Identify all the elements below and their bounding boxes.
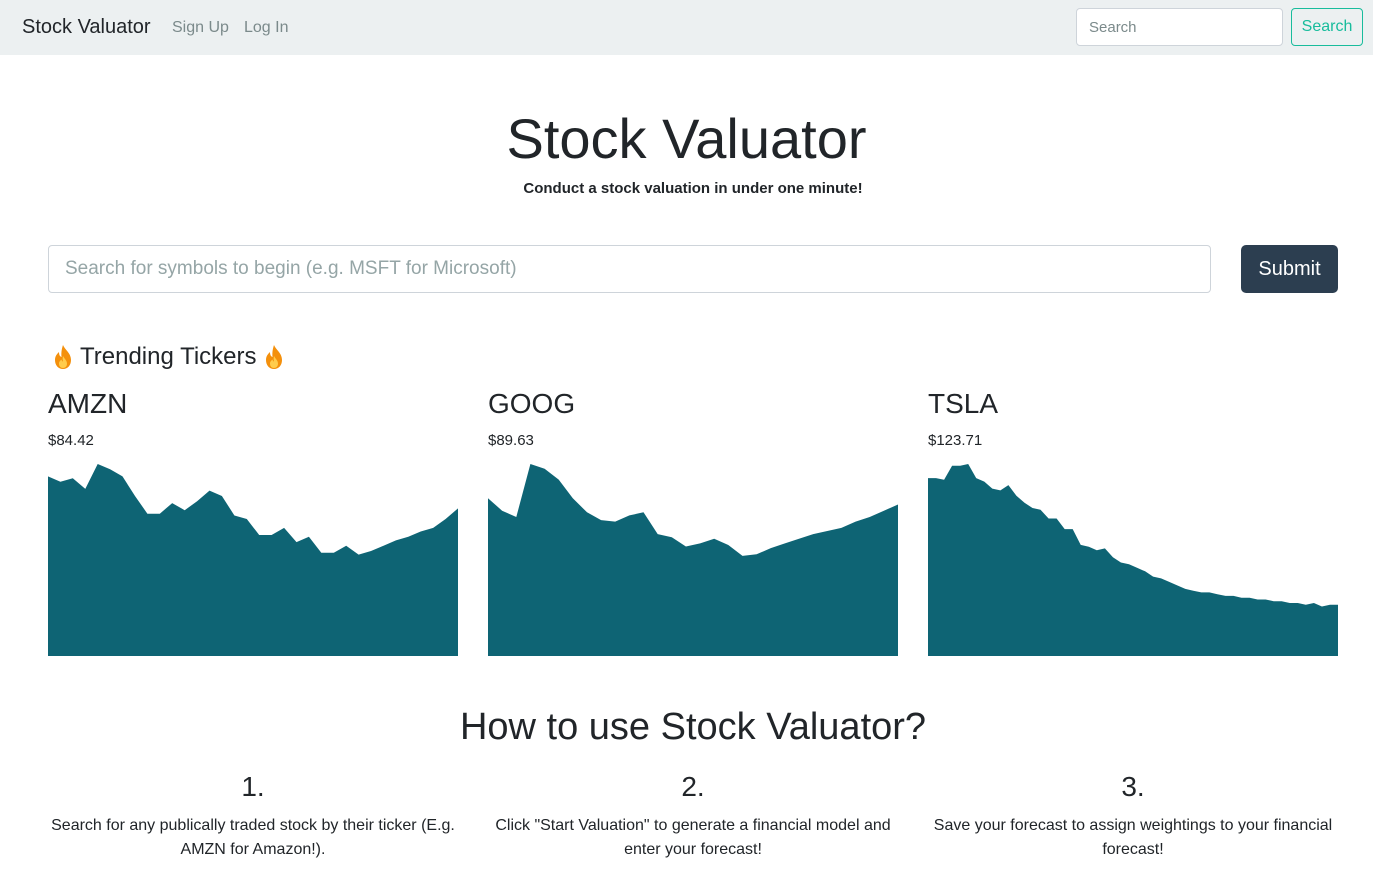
hero-subtitle: Conduct a stock valuation in under one m… <box>523 180 863 197</box>
ticker-card-amzn[interactable]: AMZN $84.42 <box>48 388 458 658</box>
fire-icon <box>265 345 282 369</box>
ticker-card-goog[interactable]: GOOG $89.63 <box>488 388 898 658</box>
symbol-search-input[interactable] <box>48 245 1211 293</box>
nav-search-input[interactable] <box>1076 8 1283 46</box>
chart-area-tsla <box>928 464 1338 656</box>
ticker-chart-goog <box>488 464 898 656</box>
chart-area-goog <box>488 464 898 656</box>
nav-link-log-in[interactable]: Log In <box>244 19 289 36</box>
chart-area-amzn <box>48 464 458 656</box>
ticker-symbol: TSLA <box>928 388 999 419</box>
ticker-chart-tsla <box>928 464 1338 656</box>
trending-heading: Trending Tickers <box>52 342 285 372</box>
ticker-symbol: AMZN <box>48 388 128 419</box>
step-1: 1. Search for any publically traded stoc… <box>48 770 458 862</box>
ticker-price: $84.42 <box>48 432 94 449</box>
ticker-card-tsla[interactable]: TSLA $123.71 <box>928 388 1338 658</box>
ticker-price: $89.63 <box>488 432 534 449</box>
step-text: Click "Start Valuation" to generate a fi… <box>495 817 891 858</box>
hero-title: Stock Valuator <box>506 107 867 170</box>
brand-link[interactable]: Stock Valuator <box>22 16 151 38</box>
ticker-symbol: GOOG <box>488 388 576 419</box>
trending-title: Trending Tickers <box>80 343 257 370</box>
step-number: 2. <box>681 771 705 802</box>
nav-link-sign-up[interactable]: Sign Up <box>172 19 229 36</box>
fire-icon <box>55 345 71 369</box>
step-3: 3. Save your forecast to assign weightin… <box>928 770 1338 862</box>
step-number: 3. <box>1121 771 1145 802</box>
nav-search-button[interactable]: Search <box>1291 8 1363 46</box>
submit-button[interactable]: Submit <box>1241 245 1338 293</box>
navbar: Stock Valuator Sign Up Log In Search <box>0 0 1373 55</box>
ticker-chart-amzn <box>48 464 458 656</box>
step-text: Search for any publically traded stock b… <box>51 817 455 858</box>
step-number: 1. <box>241 771 265 802</box>
step-text: Save your forecast to assign weightings … <box>933 817 1333 858</box>
how-to-title: How to use Stock Valuator? <box>459 706 927 748</box>
step-2: 2. Click "Start Valuation" to generate a… <box>488 770 898 862</box>
ticker-price: $123.71 <box>928 432 983 449</box>
